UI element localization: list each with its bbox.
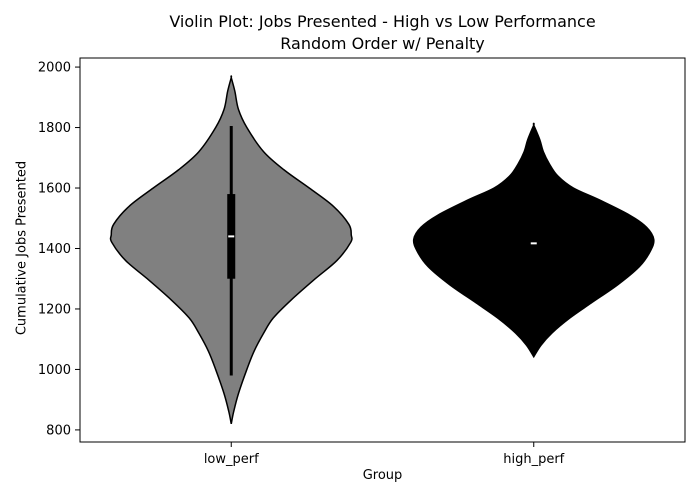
chart-subtitle: Random Order w/ Penalty [280,34,485,53]
y-tick-label-2000: 2000 [38,61,71,76]
y-tick-label-1400: 1400 [38,242,71,257]
y-axis-label: Cumulative Jobs Presented [14,160,30,336]
y-tick-label-1600: 1600 [38,182,71,197]
x-axis-label: Group [362,468,403,483]
chart-title: Violin Plot: Jobs Presented - High vs Lo… [169,12,596,31]
y-tick-label-1800: 1800 [38,121,71,136]
y-tick-label-800: 800 [46,423,71,438]
x-tick-label-low_perf: low_perf [204,452,259,467]
plot-frame [79,57,686,443]
x-tick-label-high_perf: high_perf [503,452,564,467]
y-tick-label-1200: 1200 [38,302,71,317]
violin-high_perf [412,122,655,359]
y-tick-label-1000: 1000 [38,363,71,378]
